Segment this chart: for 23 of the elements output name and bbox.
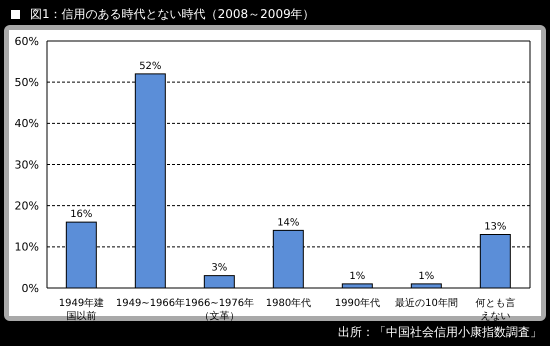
data-label: 3% — [211, 262, 228, 274]
x-tick-label: 何とも言えない — [476, 297, 516, 322]
x-tick-label: 1980年代 — [266, 297, 312, 309]
y-tick-label: 50% — [14, 76, 39, 90]
data-label: 1% — [349, 270, 366, 282]
y-tick-label: 10% — [14, 240, 39, 254]
data-label: 13% — [484, 221, 506, 232]
y-tick-label: 40% — [14, 117, 39, 130]
x-tick-label: 1966~1976年（文革） — [184, 297, 254, 322]
chart-title: 図1：信用のある時代とない時代（2008～2009年） — [30, 6, 315, 23]
y-tick-label: 30% — [14, 158, 39, 172]
data-label: 52% — [139, 60, 162, 72]
data-label: 14% — [277, 217, 300, 228]
y-tick-label: 60% — [14, 34, 39, 48]
x-tick-label: 1949~1966年 — [116, 297, 186, 309]
text: 出所：「中国社会信用小康指数調査」 — [338, 324, 542, 341]
data-label: 1% — [418, 270, 434, 282]
y-tick-label: 20% — [14, 200, 39, 213]
x-tick-label: 1949年建国以前 — [58, 297, 104, 322]
data-label: 16% — [70, 209, 92, 220]
y-tick-label: 0% — [22, 282, 39, 295]
x-tick-label: 最近の10年間 — [395, 297, 458, 309]
x-tick-label: 1990年代 — [334, 297, 380, 309]
